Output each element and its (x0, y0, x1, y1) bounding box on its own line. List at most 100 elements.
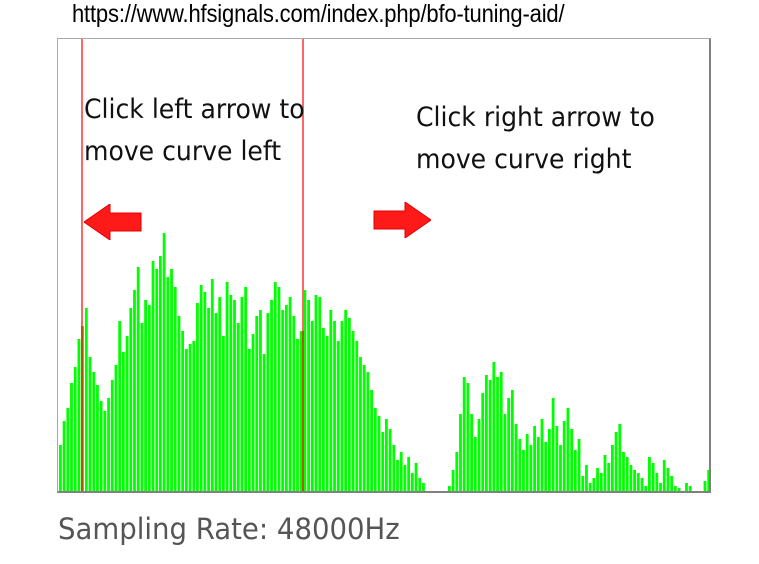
spectrum-bin (162, 233, 166, 491)
spectrum-bin (548, 429, 551, 491)
spectrum-display (57, 38, 711, 493)
spectrum-bin (155, 269, 159, 491)
spectrum-bin (103, 411, 107, 491)
spectrum-bin (377, 416, 381, 491)
spectrum-bin (114, 365, 118, 491)
spectrum-bin (222, 336, 225, 491)
spectrum-bin (270, 300, 273, 491)
spectrum-bin (399, 452, 403, 491)
spectrum-bin (536, 437, 540, 491)
spectrum-bin (322, 328, 325, 491)
spectrum-bin (688, 486, 692, 491)
spectrum-bin (107, 398, 110, 491)
spectrum-bin (703, 481, 707, 491)
sampling-rate-label: Sampling Rate: 48000Hz (58, 512, 400, 546)
spectrum-bin (485, 375, 488, 491)
spectrum-bin (207, 308, 210, 491)
spectrum-bin (477, 419, 481, 491)
spectrum-bin (177, 316, 181, 491)
spectrum-bin (184, 349, 188, 491)
spectrum-bin (210, 279, 214, 491)
spectrum-bin (362, 365, 366, 491)
spectrum-bin (147, 305, 151, 491)
spectrum-bin (581, 476, 585, 491)
spectrum-bin (329, 310, 333, 491)
spectrum-bin (121, 352, 125, 491)
spectrum-bin (396, 460, 399, 491)
spectrum-bin (473, 437, 477, 491)
spectrum-bin (529, 445, 533, 491)
left-instruction-line-1: Click left arrow to (84, 94, 305, 125)
move-right-button[interactable] (373, 201, 432, 243)
spectrum-bin (347, 318, 351, 491)
spectrum-bin (166, 277, 170, 491)
spectrum-bin (77, 339, 81, 491)
spectrum-bin (462, 377, 466, 491)
spectrum-bin (288, 297, 292, 491)
spectrum-bin (140, 323, 144, 491)
spectrum-bin (233, 300, 236, 491)
spectrum-bin (392, 445, 396, 491)
spectrum-bin (651, 463, 655, 491)
spectrum-bin (633, 470, 636, 491)
spectrum-bin (340, 321, 344, 491)
spectrum-bin (596, 468, 599, 491)
spectrum-bin (566, 408, 570, 491)
right-instruction-line-1: Click right arrow to (416, 102, 655, 133)
spectrum-bin (496, 377, 499, 491)
spectrum-bin (562, 421, 566, 491)
spectrum-bin (70, 383, 73, 491)
spectrum-bin (607, 463, 611, 491)
spectrum-bin (325, 336, 329, 491)
spectrum-bin (551, 398, 555, 491)
arrow-left-icon (83, 203, 142, 241)
spectrum-graph (59, 39, 709, 491)
spectrum-bin (214, 313, 218, 491)
spectrum-bin (259, 310, 262, 491)
spectrum-bin (648, 457, 651, 491)
spectrum-bin (199, 285, 203, 491)
spectrum-bin (514, 424, 518, 491)
spectrum-bin (196, 303, 199, 491)
spectrum-bin (218, 297, 222, 491)
spectrum-bin (188, 344, 192, 491)
spectrum-bin (236, 323, 240, 491)
url-caption: https://www.hfsignals.com/index.php/bfo-… (72, 0, 565, 28)
spectrum-bin (170, 269, 173, 491)
spectrum-bin (225, 282, 229, 491)
spectrum-bin (84, 308, 88, 491)
spectrum-bin (366, 372, 370, 491)
left-arrow-instruction: Click left arrow to move curve left (84, 89, 305, 173)
spectrum-bin (451, 470, 455, 491)
spectrum-bin (625, 457, 629, 491)
spectrum-bin (110, 380, 114, 491)
spectrum-bin (351, 331, 355, 491)
spectrum-bin (618, 424, 622, 491)
move-left-button[interactable] (83, 203, 142, 245)
spectrum-bin (273, 282, 277, 491)
spectrum-bin (666, 468, 670, 491)
spectrum-bin (422, 483, 425, 491)
spectrum-bin (418, 478, 422, 491)
spectrum-bin (655, 473, 659, 491)
spectrum-bin (318, 297, 322, 491)
spectrum-bin (173, 287, 177, 491)
spectrum-bin (685, 483, 688, 491)
spectrum-bin (129, 308, 133, 491)
spectrum-bin (99, 401, 103, 491)
spectrum-bin (522, 450, 525, 491)
spectrum-bin (66, 408, 70, 491)
spectrum-bin (673, 486, 677, 491)
spectrum-bin (284, 305, 288, 491)
spectrum-bin (307, 300, 310, 491)
spectrum-bin (447, 486, 451, 491)
spectrum-bin (292, 316, 296, 491)
spectrum-bin (636, 473, 640, 491)
spectrum-bin (588, 483, 592, 491)
spectrum-bin (603, 455, 607, 491)
spectrum-bin (533, 426, 536, 491)
spectrum-bin (247, 349, 251, 491)
spectrum-bin (299, 331, 303, 491)
spectrum-bin (88, 357, 92, 491)
spectrum-bin (410, 473, 414, 491)
